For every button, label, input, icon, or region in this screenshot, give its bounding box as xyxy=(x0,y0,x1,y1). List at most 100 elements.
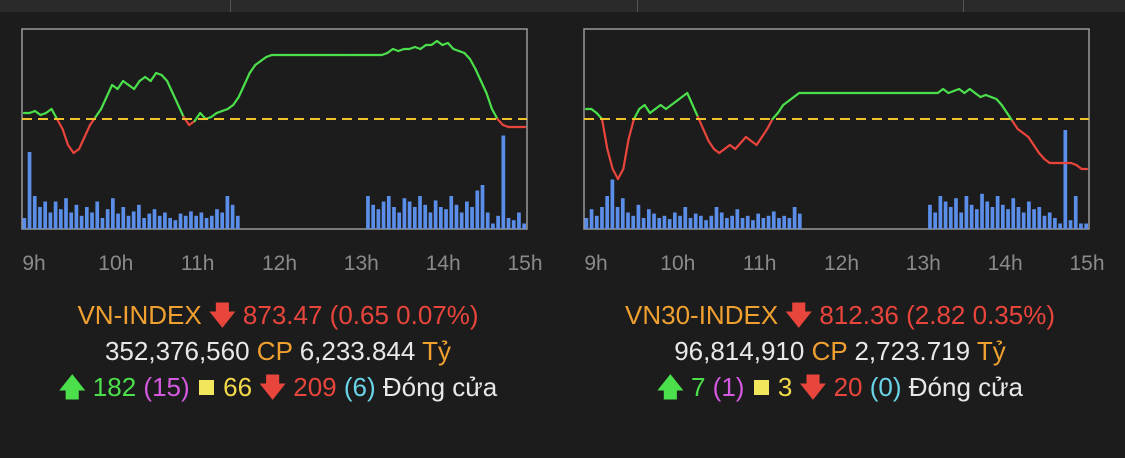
x-tick-label: 12h xyxy=(261,252,298,275)
volume-bar xyxy=(1079,223,1083,229)
volume-bar xyxy=(142,218,146,229)
volume-bar xyxy=(1053,218,1057,229)
volume-bar xyxy=(943,201,948,229)
ceiling-count: (1) xyxy=(712,372,745,402)
volume-bar xyxy=(688,218,693,229)
unchanged-square-icon xyxy=(753,379,769,395)
advancers-count: 7 xyxy=(690,372,706,402)
volume-bar xyxy=(787,218,792,229)
volume-bar xyxy=(428,212,433,229)
index-name: VN30-INDEX xyxy=(625,300,779,330)
arrow-up-icon: 🡅 xyxy=(58,372,86,402)
volume-bar xyxy=(980,193,984,229)
volume-bar xyxy=(496,215,500,229)
price-line-segment xyxy=(144,75,152,83)
price-line-segment xyxy=(166,79,174,95)
volume-bar xyxy=(657,218,662,229)
toolbar-divider xyxy=(230,0,231,12)
price-line-segment xyxy=(1075,163,1083,171)
volume-bar xyxy=(641,218,646,229)
volume-bar xyxy=(719,212,724,229)
price-line-segment xyxy=(237,83,246,99)
x-tick-label: 13h xyxy=(905,252,941,275)
price-line-segment xyxy=(691,103,700,119)
volume-bar xyxy=(725,218,729,229)
volume-bar xyxy=(225,196,230,229)
volume-bar xyxy=(948,207,953,229)
volume-value: 96,814,910 xyxy=(674,336,805,366)
price-line-segment xyxy=(386,47,394,55)
volume-bar xyxy=(662,215,667,229)
volume-bar xyxy=(131,211,136,229)
volume-bar xyxy=(954,198,958,229)
volume-bar xyxy=(792,207,797,229)
volume-bar xyxy=(183,215,188,229)
price-line-segment xyxy=(723,143,732,151)
price-line-segment xyxy=(590,107,598,115)
price-line-segment xyxy=(744,135,753,143)
price-line-segment xyxy=(177,103,185,119)
volume-bar xyxy=(38,207,42,229)
volume-bar xyxy=(683,207,688,229)
price-line-segment xyxy=(648,107,657,115)
price-line-segment xyxy=(226,103,235,111)
volume-bar xyxy=(777,218,781,229)
volume-bar xyxy=(797,213,802,229)
price-line-segment xyxy=(232,95,240,107)
volume-bar xyxy=(678,215,682,229)
price-line-segment xyxy=(490,107,499,121)
volume-bar xyxy=(1047,212,1052,229)
volume-bar xyxy=(48,212,53,229)
vn-index-time-axis: 9h 10h 11h 12h 13h 14h 15h xyxy=(18,252,542,282)
price-line-segment xyxy=(734,141,742,151)
price-line-segment xyxy=(1016,127,1025,135)
index-name: VN-INDEX xyxy=(77,300,202,330)
volume-bar xyxy=(761,218,766,229)
price-line-segment xyxy=(259,55,268,63)
volume-bar xyxy=(745,215,750,229)
decliners-count: 20 xyxy=(833,372,863,402)
market-status: Đóng cửa xyxy=(908,372,1023,402)
x-tick-label: 10h xyxy=(98,252,134,275)
volume-bar xyxy=(636,204,641,229)
price-line-segment xyxy=(188,119,196,127)
volume-bar xyxy=(22,218,27,229)
volume-bar xyxy=(600,207,604,229)
price-line-segment xyxy=(50,107,59,121)
volume-bar xyxy=(1084,223,1088,229)
volume-bar xyxy=(511,220,516,229)
index-value: 873.47 xyxy=(242,300,323,330)
volume-bar xyxy=(27,152,32,229)
price-line-segment xyxy=(1043,157,1051,165)
price-line-segment xyxy=(171,91,180,107)
volume-bar xyxy=(1027,201,1031,229)
volume-bar xyxy=(610,179,615,229)
price-line-segment xyxy=(138,75,147,83)
volume-bar xyxy=(215,209,219,229)
volume-bar xyxy=(444,209,448,229)
volume-bar xyxy=(1016,207,1021,229)
volume-bar xyxy=(376,209,381,229)
price-line-segment xyxy=(941,87,950,95)
volume-bar xyxy=(714,207,719,229)
volume-bar xyxy=(1058,223,1062,229)
volume-bar xyxy=(53,201,58,229)
volume-bar xyxy=(459,212,464,229)
price-line-segment xyxy=(105,83,114,99)
price-line-segment xyxy=(1032,143,1041,155)
volume-bar xyxy=(615,207,620,229)
volume-bar xyxy=(626,212,630,229)
volume-bar xyxy=(620,198,625,229)
price-line-segment xyxy=(1021,131,1030,139)
volume-bar xyxy=(740,218,745,229)
x-tick-label: 15h xyxy=(1069,252,1105,275)
x-tick-label: 9h xyxy=(22,252,46,275)
volume-bar xyxy=(454,204,459,229)
volume-bar xyxy=(90,212,94,229)
volume-bar xyxy=(594,215,599,229)
top-toolbar xyxy=(0,0,1125,12)
volume-bar xyxy=(465,201,469,229)
volume-unit: CP xyxy=(811,336,848,366)
price-line-segment xyxy=(419,43,428,51)
volume-bar xyxy=(491,223,495,229)
